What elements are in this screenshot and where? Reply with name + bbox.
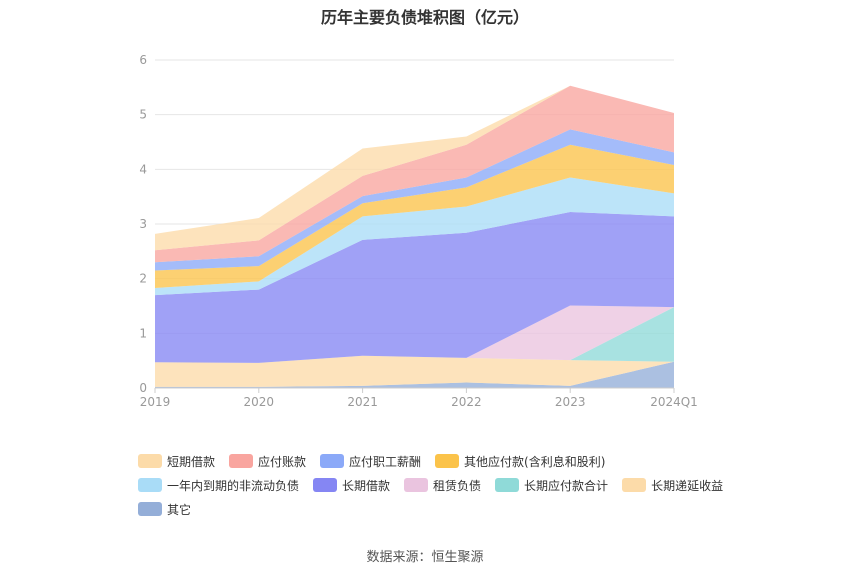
- legend-item-current-noncurrent-liabilities[interactable]: 一年内到期的非流动负债: [138, 477, 299, 494]
- legend-label: 其它: [167, 502, 192, 517]
- legend-item-lease-liabilities[interactable]: 租赁负债: [404, 477, 481, 494]
- x-tick-label: 2023: [555, 395, 586, 409]
- legend-item-accounts-payable[interactable]: 应付账款: [229, 453, 306, 470]
- x-tick-label: 2020: [244, 395, 275, 409]
- legend-row-1: 短期借款 应付账款 应付职工薪酬 其他应付款(含利息和股利): [138, 449, 758, 473]
- y-tick-label: 1: [139, 326, 147, 340]
- legend-label: 长期递延收益: [651, 478, 724, 493]
- y-tick-label: 5: [139, 108, 147, 122]
- legend-swatch: [138, 454, 162, 468]
- legend-label: 长期应付款合计: [524, 478, 609, 493]
- x-tick-label: 2019: [140, 395, 171, 409]
- x-tick-label: 2024Q1: [650, 395, 698, 409]
- y-tick-label: 3: [139, 217, 147, 231]
- legend-label: 其他应付款(含利息和股利): [464, 454, 606, 469]
- y-tick-label: 6: [139, 53, 147, 67]
- legend-item-deferred-income[interactable]: 长期递延收益: [622, 477, 723, 494]
- series-area: [155, 144, 674, 288]
- series-area: [155, 85, 674, 251]
- y-tick-label: 0: [139, 381, 147, 395]
- legend-row-2: 一年内到期的非流动负债 长期借款 租赁负债 长期应付款合计 长期递延收益: [138, 473, 758, 497]
- legend-swatch: [313, 478, 338, 492]
- axis-layer: 0 1 2 3 4 5 6 2019 2020 2021 2022 2023 2024Q1: [139, 53, 697, 409]
- legend-label: 应付职工薪酬: [349, 454, 422, 469]
- legend-label: 应付账款: [258, 454, 307, 469]
- legend-item-other[interactable]: 其它: [138, 501, 191, 518]
- legend-label: 一年内到期的非流动负债: [167, 478, 300, 493]
- legend-swatch: [622, 478, 647, 492]
- x-tick-label: 2022: [451, 395, 482, 409]
- legend-label: 长期借款: [342, 478, 391, 493]
- stacked-area-chart: 0 1 2 3 4 5 6 2019 2020 2021 2022 2023 2024Q1: [139, 53, 697, 409]
- legend-item-payroll-payable[interactable]: 应付职工薪酬: [320, 453, 421, 470]
- legend-swatch: [404, 478, 429, 492]
- legend-swatch: [495, 478, 520, 492]
- legend-swatch: [229, 454, 254, 468]
- legend-item-long-term-loans[interactable]: 长期借款: [313, 477, 390, 494]
- legend-swatch: [138, 478, 162, 492]
- series-area: [155, 129, 674, 271]
- series-area: [155, 305, 674, 363]
- series-area: [155, 211, 674, 363]
- legend-item-short-term-loans[interactable]: 短期借款: [138, 453, 215, 470]
- series-area: [155, 361, 674, 388]
- legend-label: 租赁负债: [433, 478, 482, 493]
- legend-item-long-term-payables[interactable]: 长期应付款合计: [495, 477, 608, 494]
- legend-row-3: 其它: [138, 497, 758, 521]
- series-area: [155, 85, 674, 263]
- series-area: [155, 355, 674, 387]
- chart-title: 历年主要负债堆积图（亿元）: [320, 8, 529, 27]
- series-area: [155, 307, 674, 363]
- legend: 短期借款 应付账款 应付职工薪酬 其他应付款(含利息和股利) 一年内到期的非流动…: [138, 449, 758, 521]
- y-tick-label: 4: [139, 162, 147, 176]
- legend-swatch: [435, 454, 460, 468]
- y-tick-label: 2: [139, 272, 147, 286]
- series-area: [155, 177, 674, 296]
- legend-label: 短期借款: [167, 454, 216, 469]
- area-layer: [155, 85, 674, 388]
- legend-item-other-payables[interactable]: 其他应付款(含利息和股利): [435, 453, 605, 470]
- x-tick-label: 2021: [347, 395, 378, 409]
- data-source: 数据来源：恒生聚源: [366, 550, 484, 565]
- legend-swatch: [320, 454, 345, 468]
- legend-swatch: [138, 502, 162, 516]
